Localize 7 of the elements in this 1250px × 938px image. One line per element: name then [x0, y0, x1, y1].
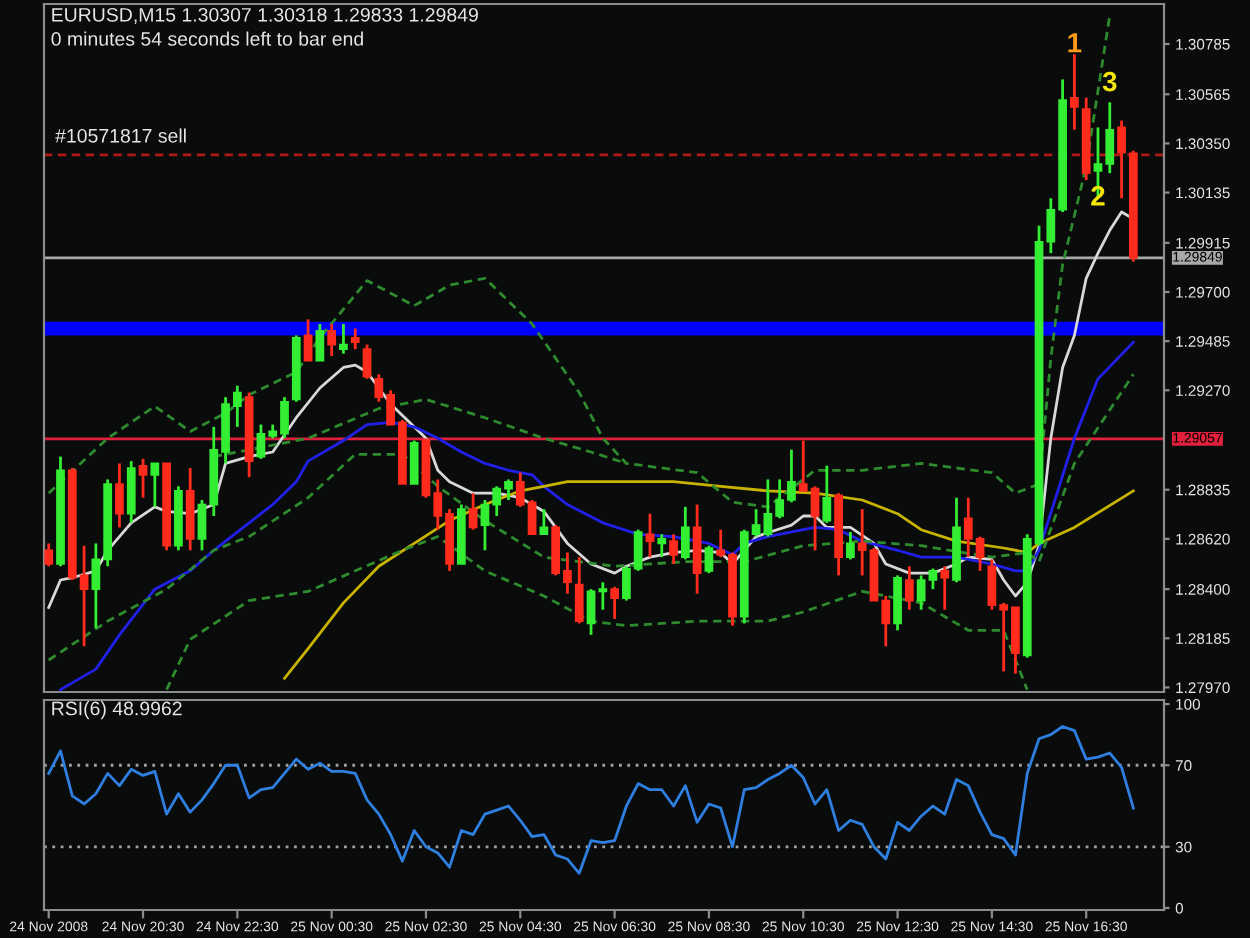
- chart-title: EURUSD,M15 1.30307 1.30318 1.29833 1.29849: [52, 7, 478, 25]
- chart-title: RSI(6) 48.9962: [52, 701, 182, 720]
- text: 0 minutes 54 seconds left to bar end: [51, 31, 363, 46]
- annotation: 1: [1068, 33, 1082, 53]
- ref-line-label: #10571817 sell: [55, 128, 186, 143]
- annotation: 2: [1091, 186, 1105, 206]
- annotation: 3: [1102, 71, 1117, 92]
